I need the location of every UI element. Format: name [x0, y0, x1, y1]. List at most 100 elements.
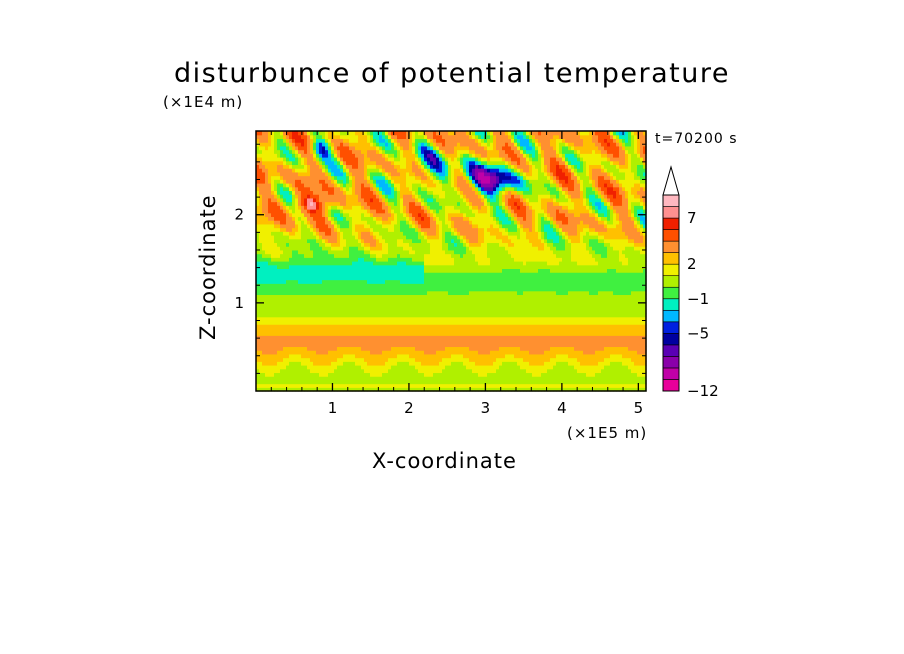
- heatmap-cell: [259, 357, 263, 362]
- heatmap-cell: [436, 283, 440, 288]
- heatmap-cell: [385, 275, 389, 281]
- heatmap-cell: [460, 212, 464, 218]
- heatmap-cell: [304, 145, 308, 151]
- heatmap-cell: [382, 134, 386, 140]
- heatmap-cell: [433, 157, 437, 162]
- heatmap-cell: [271, 257, 275, 262]
- heatmap-cell: [319, 279, 323, 284]
- heatmap-cell: [424, 383, 428, 388]
- heatmap-cell: [403, 242, 407, 247]
- heatmap-cell: [439, 313, 443, 318]
- heatmap-cell: [280, 209, 284, 214]
- heatmap-cell: [328, 313, 332, 318]
- heatmap-cell: [442, 205, 446, 210]
- heatmap-cell: [394, 383, 398, 388]
- heatmap-cell: [436, 242, 440, 247]
- heatmap-cell: [313, 201, 317, 206]
- heatmap-cell: [355, 223, 359, 229]
- heatmap-cell: [385, 138, 389, 143]
- heatmap-cell: [334, 186, 338, 192]
- heatmap-cell: [283, 242, 287, 247]
- heatmap-cell: [331, 313, 335, 318]
- heatmap-cell: [409, 216, 413, 221]
- heatmap-cell: [373, 383, 377, 388]
- heatmap-cell: [322, 242, 326, 247]
- heatmap-cell: [448, 361, 452, 366]
- heatmap-cell: [316, 379, 320, 385]
- heatmap-cell: [274, 383, 278, 388]
- heatmap-cell: [325, 346, 329, 351]
- heatmap-cell: [295, 138, 299, 143]
- heatmap-cell: [430, 171, 434, 177]
- heatmap-cell: [313, 342, 317, 348]
- heatmap-cell: [322, 153, 326, 158]
- heatmap-cell: [256, 246, 260, 251]
- heatmap-cell: [424, 242, 428, 247]
- heatmap-cell: [286, 257, 290, 262]
- heatmap-cell: [439, 294, 443, 299]
- heatmap-cell: [442, 313, 446, 318]
- heatmap-cell: [289, 142, 293, 147]
- heatmap-cell: [265, 179, 269, 184]
- heatmap-cell: [271, 372, 275, 377]
- heatmap-cell: [436, 261, 440, 266]
- heatmap-cell: [427, 387, 431, 392]
- heatmap-cell: [271, 197, 275, 203]
- heatmap-cell: [277, 261, 281, 266]
- heatmap-cell: [265, 353, 269, 359]
- heatmap-cell: [415, 197, 419, 203]
- heatmap-cell: [277, 279, 281, 284]
- heatmap-cell: [385, 205, 389, 210]
- heatmap-cell: [400, 220, 404, 225]
- heatmap-cell: [295, 301, 299, 307]
- heatmap-cell: [382, 376, 386, 381]
- heatmap-cell: [397, 264, 401, 270]
- heatmap-cell: [400, 298, 404, 303]
- heatmap-cell: [424, 353, 428, 359]
- heatmap-cell: [349, 131, 353, 136]
- heatmap-cell: [397, 179, 401, 184]
- heatmap-cell: [421, 275, 425, 281]
- heatmap-cell: [424, 212, 428, 218]
- heatmap-cell: [403, 157, 407, 162]
- heatmap-cell: [373, 179, 377, 184]
- heatmap-cell: [445, 365, 449, 370]
- heatmap-cell: [262, 365, 266, 370]
- heatmap-cell: [466, 383, 470, 388]
- heatmap-cell: [451, 153, 455, 158]
- heatmap-cell: [433, 324, 437, 329]
- heatmap-cell: [259, 183, 263, 188]
- heatmap-cell: [406, 227, 410, 232]
- heatmap-cell: [448, 134, 452, 140]
- heatmap-cell: [385, 268, 389, 273]
- heatmap-cell: [415, 209, 419, 214]
- heatmap-cell: [412, 201, 416, 206]
- heatmap-field: [256, 131, 647, 392]
- heatmap-cell: [256, 168, 260, 173]
- heatmap-cell: [427, 365, 431, 370]
- heatmap-cell: [373, 134, 377, 140]
- heatmap-cell: [469, 324, 473, 329]
- heatmap-cell: [439, 327, 443, 333]
- heatmap-cell: [316, 179, 320, 184]
- heatmap-cell: [379, 290, 383, 296]
- heatmap-cell: [364, 376, 368, 381]
- heatmap-cell: [403, 168, 407, 173]
- heatmap-cell: [433, 327, 437, 333]
- heatmap-cell: [382, 379, 386, 385]
- heatmap-cell: [283, 186, 287, 192]
- heatmap-cell: [289, 372, 293, 377]
- heatmap-cell: [328, 249, 332, 255]
- heatmap-cell: [451, 231, 455, 236]
- heatmap-cell: [364, 335, 368, 340]
- heatmap-cell: [424, 238, 428, 244]
- heatmap-cell: [328, 220, 332, 225]
- heatmap-cell: [292, 320, 296, 325]
- heatmap-cell: [340, 227, 344, 232]
- heatmap-cell: [289, 268, 293, 273]
- heatmap-cell: [424, 186, 428, 192]
- heatmap-cell: [289, 287, 293, 292]
- heatmap-cell: [271, 309, 275, 314]
- heatmap-cell: [430, 235, 434, 240]
- heatmap-cell: [415, 264, 419, 270]
